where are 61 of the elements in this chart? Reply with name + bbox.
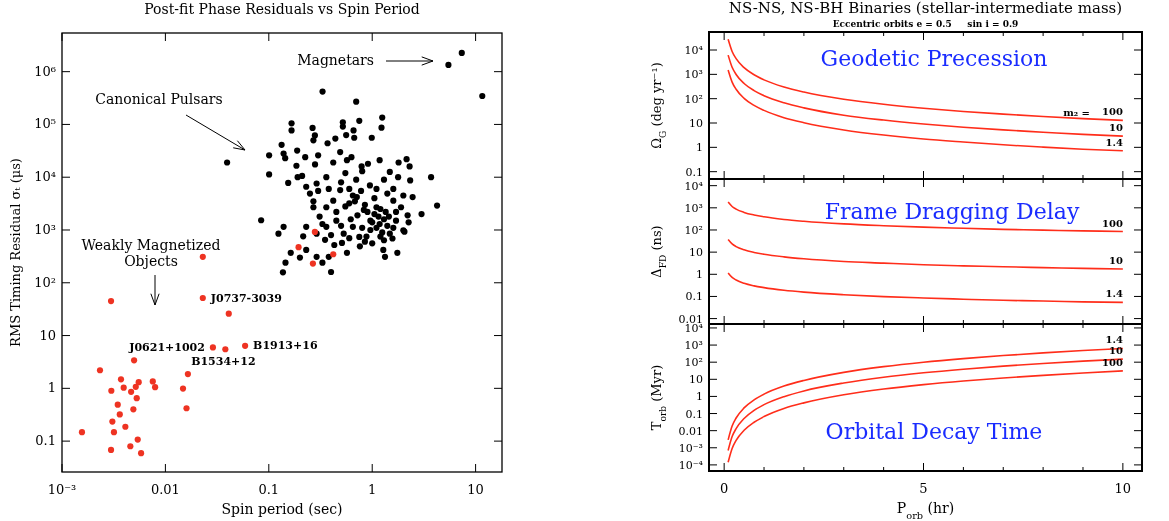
series-label: 1.4 <box>1105 136 1123 148</box>
annotation: J0621+1002 <box>128 341 205 355</box>
y-tick-label: 10² <box>684 92 703 106</box>
y-tick-label: 0.1 <box>685 407 703 421</box>
annotation: Magnetars <box>297 52 374 68</box>
x-tick-label: 0.01 <box>150 482 180 497</box>
chart-subtitle: Eccentric orbits e = 0.5 sin i = 0.9 <box>832 19 1019 29</box>
y-tick-label: 1 <box>47 380 56 396</box>
series-label: 100 <box>1101 106 1123 118</box>
annotation: Frame Dragging Delay <box>824 199 1080 224</box>
y-tick-label: 10² <box>684 356 703 370</box>
series-label: 10 <box>1108 122 1123 134</box>
series-label: 100 <box>1101 217 1123 229</box>
y-tick-label: 10⁴ <box>684 44 704 58</box>
y-tick-label: 0.01 <box>678 424 703 438</box>
y-tick-label: 1 <box>696 141 703 155</box>
y-tick-label: 10 <box>689 373 703 387</box>
y-tick-label: 10⁴ <box>684 179 704 193</box>
y-axis-title: RMS Timing Residual σₜ (μs) <box>8 158 23 347</box>
annotation: m₂ = <box>1063 107 1090 118</box>
y-tick-label: 10⁵ <box>34 116 56 132</box>
y-tick-label: 10² <box>684 223 703 237</box>
y-tick-label: 10² <box>34 274 56 290</box>
x-tick-label: 0 <box>720 481 729 496</box>
y-tick-label: 0.1 <box>685 290 703 304</box>
annotation: Orbital Decay Time <box>825 419 1043 444</box>
x-tick-label: 0.1 <box>258 482 280 497</box>
y-tick-label: 10⁻³ <box>678 441 703 455</box>
annotation: Canonical Pulsars <box>95 91 223 107</box>
y-tick-label: 1 <box>696 268 703 282</box>
y-tick-label: 0.1 <box>685 165 703 179</box>
y-tick-label: 10⁶ <box>34 63 56 79</box>
x-tick-label: 10 <box>1114 481 1132 496</box>
annotation: J0737-3039 <box>209 291 282 305</box>
x-tick-label: 5 <box>919 481 928 496</box>
chart-title: Post-fit Phase Residuals vs Spin Period <box>144 1 420 17</box>
annotation: B1534+12 <box>191 355 256 369</box>
x-axis-title: Spin period (sec) <box>221 501 343 517</box>
y-tick-label: 0.1 <box>35 433 56 449</box>
y-tick-label: 10³ <box>684 201 703 215</box>
annotation: Weakly Magnetized Objects <box>81 237 221 270</box>
y-tick-label: 10³ <box>684 339 703 353</box>
annotation: Geodetic Precession <box>820 46 1048 71</box>
y-tick-label: 10 <box>689 117 703 131</box>
y-tick-label: 10⁴ <box>34 169 56 185</box>
y-tick-label: 10⁴ <box>684 321 704 335</box>
y-tick-label: 10³ <box>34 222 56 237</box>
series-label: 10 <box>1108 255 1123 267</box>
series-label: 1.4 <box>1105 288 1123 300</box>
x-axis-title: P$_{orb}$ (hr) <box>896 500 955 521</box>
y-tick-label: 10 <box>39 327 56 343</box>
y-tick-label: 10 <box>689 246 703 260</box>
x-tick-label: 1 <box>368 482 377 497</box>
y-tick-label: 1 <box>696 390 703 404</box>
y-tick-label: 10⁻⁴ <box>678 458 704 472</box>
x-tick-label: 10 <box>467 482 484 497</box>
y-tick-label: 10³ <box>684 68 703 82</box>
series-label: 100 <box>1101 356 1123 368</box>
annotation: B1913+16 <box>253 338 318 352</box>
chart-title: NS-NS, NS-BH Binaries (stellar-intermediate mass) <box>728 0 1123 17</box>
series-label: 1.4 <box>1105 334 1123 346</box>
